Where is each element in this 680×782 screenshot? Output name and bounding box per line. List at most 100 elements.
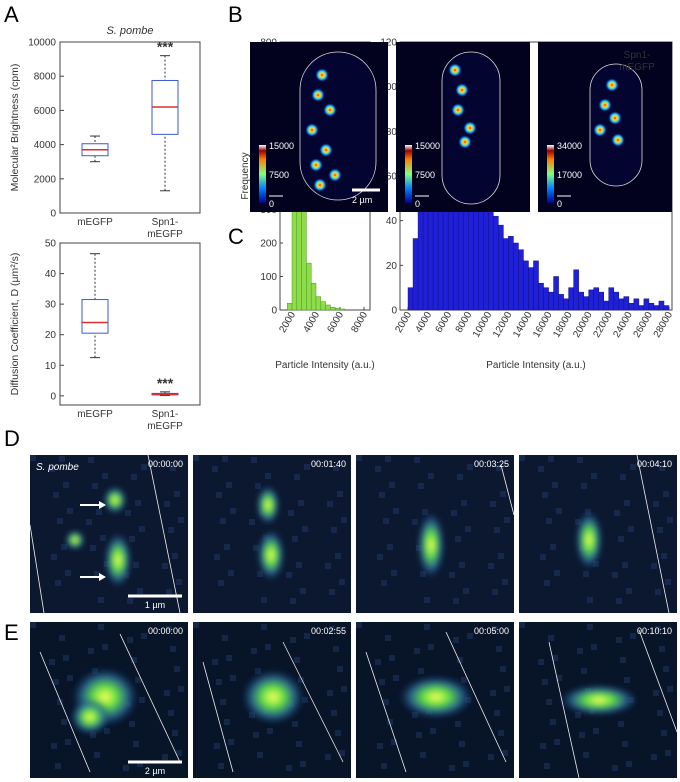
fluorescent-spot: [417, 511, 445, 579]
noise-pixel: [216, 492, 222, 498]
fluorescent-spot: [559, 684, 639, 716]
cell-edge: [119, 633, 181, 763]
noise-pixel: [391, 570, 397, 576]
noise-pixel: [104, 728, 110, 734]
noise-pixel: [224, 544, 230, 550]
cell-edge: [29, 524, 45, 614]
fluorescent-spot: [256, 485, 280, 525]
noise-pixel: [129, 536, 135, 542]
timestamp: 00:03:25: [474, 459, 509, 469]
noise-pixel: [383, 699, 389, 705]
noise-pixel: [418, 483, 424, 489]
y-tick-label: 0: [391, 306, 397, 317]
y-axis-label: Diffusion Coefficient, D (µm²/s): [9, 253, 21, 396]
noise-pixel: [55, 580, 61, 586]
noise-pixel: [300, 588, 306, 594]
noise-pixel: [220, 518, 226, 524]
noise-pixel: [102, 644, 108, 650]
noise-pixel: [212, 466, 218, 472]
histogram-bar: [658, 300, 665, 311]
fluorescent-spot: [593, 123, 607, 137]
noise-pixel: [141, 633, 147, 639]
noise-pixel: [174, 666, 180, 672]
x-tick-label: 2000: [277, 310, 298, 335]
noise-pixel: [90, 732, 96, 738]
noise-pixel: [88, 457, 94, 463]
fluorescent-spot: [605, 78, 619, 92]
noise-pixel: [67, 675, 73, 681]
histogram-bar: [493, 215, 499, 311]
plot-frame: [59, 242, 201, 406]
noise-pixel: [135, 677, 141, 683]
histogram-bar: [301, 205, 307, 311]
noise-pixel: [86, 519, 92, 525]
noise-pixel: [162, 563, 168, 569]
noise-pixel: [30, 455, 36, 461]
noise-pixel: [467, 633, 473, 639]
noise-pixel: [92, 483, 98, 489]
histogram-bar: [528, 267, 534, 311]
noise-pixel: [414, 648, 420, 654]
noise-pixel: [325, 563, 331, 569]
noise-pixel: [587, 624, 593, 630]
noise-pixel: [667, 686, 673, 692]
noise-pixel: [333, 465, 339, 471]
noise-pixel: [137, 588, 143, 594]
noise-pixel: [166, 626, 172, 632]
noise-pixel: [127, 598, 133, 604]
histogram-bar: [518, 249, 524, 311]
noise-pixel: [665, 750, 671, 756]
colorbar-label: 17000: [557, 170, 582, 180]
y-tick-label: 80: [386, 127, 398, 138]
noise-pixel: [504, 517, 510, 523]
noise-pixel: [65, 570, 71, 576]
noise-pixel: [294, 657, 300, 663]
noise-pixel: [137, 761, 143, 767]
y-tick-label: 50: [45, 239, 57, 250]
noise-pixel: [193, 622, 199, 628]
noise-pixel: [502, 750, 508, 756]
noise-pixel: [296, 562, 302, 568]
noise-pixel: [162, 754, 168, 760]
x-tick-label: mEGFP: [77, 409, 113, 420]
noise-pixel: [261, 597, 267, 603]
fluorescent-spot: [104, 532, 132, 588]
noise-pixel: [424, 624, 430, 630]
noise-pixel: [492, 626, 498, 632]
noise-pixel: [494, 527, 500, 533]
histogram-bar: [558, 294, 564, 311]
histogram-bar: [488, 204, 494, 311]
noise-pixel: [327, 501, 333, 507]
noise-pixel: [659, 646, 665, 652]
noise-pixel: [255, 483, 261, 489]
noise-pixel: [172, 730, 178, 736]
noise-pixel: [591, 473, 597, 479]
noise-pixel: [449, 572, 455, 578]
noise-pixel: [540, 743, 546, 749]
y-tick-label: 4000: [34, 140, 57, 151]
noise-pixel: [170, 465, 176, 471]
noise-pixel: [377, 743, 383, 749]
panel-label: A: [4, 2, 19, 27]
noise-pixel: [265, 644, 271, 650]
noise-pixel: [302, 526, 308, 532]
noise-pixel: [218, 763, 224, 769]
noise-pixel: [500, 666, 506, 672]
arrow-head: [99, 573, 106, 581]
noise-pixel: [329, 626, 335, 632]
noise-pixel: [665, 579, 671, 585]
noise-pixel: [492, 589, 498, 595]
noise-pixel: [428, 473, 434, 479]
noise-pixel: [94, 752, 100, 758]
histogram-bar: [339, 308, 346, 311]
noise-pixel: [49, 466, 55, 472]
histogram-bar: [618, 298, 625, 311]
noise-pixel: [98, 624, 104, 630]
image-d: [193, 455, 351, 613]
noise-pixel: [428, 644, 434, 650]
y-tick-label: 40: [45, 269, 57, 280]
arrow-head: [99, 501, 106, 509]
colorbar-label: 0: [269, 199, 274, 209]
noise-pixel: [176, 579, 182, 585]
noise-pixel: [463, 588, 469, 594]
